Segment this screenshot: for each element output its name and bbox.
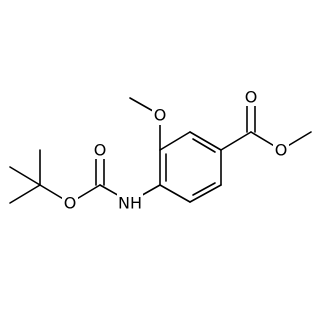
atom-label: O [94, 141, 107, 160]
atom-label: O [64, 194, 77, 213]
atom-label: O [154, 106, 167, 125]
atom-label: O [275, 141, 288, 160]
atom-labels: O O O O O NH [62, 88, 289, 213]
atom-label: NH [118, 194, 142, 213]
atom-label: O [245, 88, 258, 107]
